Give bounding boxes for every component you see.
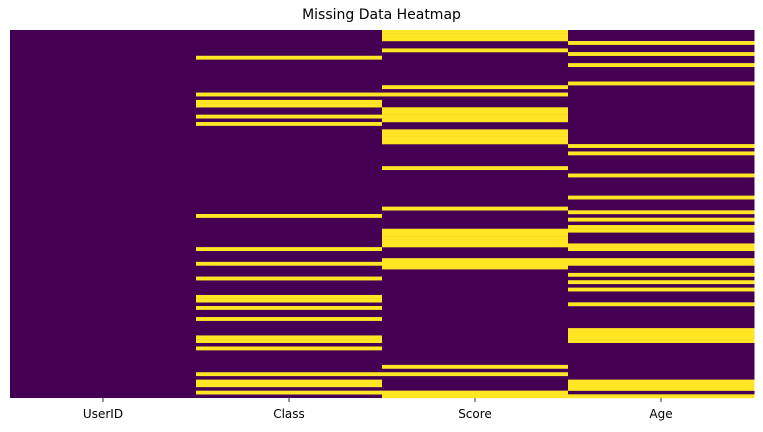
missing-cell-age-51: [568, 217, 755, 222]
missing-cell-age-33: [568, 151, 755, 156]
missing-cell-score-27: [382, 129, 569, 134]
missing-cell-score-23: [382, 114, 569, 119]
missing-cell-score-91: [382, 364, 569, 369]
missing-cell-age-84: [568, 339, 755, 343]
missing-cell-score-57: [382, 239, 569, 244]
missing-cell-score-29: [382, 136, 569, 141]
missing-cell-age-3: [568, 41, 755, 45]
missing-cell-score-22: [382, 110, 569, 115]
x-tick-label-score: Score: [458, 407, 492, 421]
missing-cell-class-19: [196, 99, 383, 104]
missing-cell-class-86: [196, 346, 383, 351]
column-userid: [10, 30, 197, 398]
heatmap-cells: [10, 30, 755, 399]
missing-cell-score-54: [382, 228, 569, 233]
missing-cell-class-7: [196, 55, 383, 60]
missing-cell-age-45: [568, 195, 755, 200]
missing-cell-class-78: [196, 317, 383, 321]
missing-cell-age-14: [568, 81, 755, 86]
missing-cell-class-20: [196, 103, 383, 108]
missing-cell-age-82: [568, 331, 755, 336]
missing-cell-age-58: [568, 243, 755, 248]
missing-cell-age-59: [568, 247, 755, 251]
missing-cell-age-66: [568, 272, 755, 277]
missing-cell-age-96: [568, 383, 755, 388]
missing-cell-class-63: [196, 261, 383, 266]
missing-cell-score-63: [382, 261, 569, 266]
missing-cell-class-83: [196, 335, 383, 340]
missing-cell-score-24: [382, 118, 569, 123]
missing-cell-age-99: [568, 394, 755, 399]
missing-cell-age-53: [568, 225, 755, 229]
missing-cell-score-37: [382, 166, 569, 171]
missing-cell-age-68: [568, 280, 755, 285]
missing-cell-score-28: [382, 133, 569, 137]
missing-cell-score-55: [382, 232, 569, 237]
x-axis-ticks: UserID Class Score Age: [83, 398, 673, 421]
missing-cell-score-56: [382, 236, 569, 240]
missing-cell-age-83: [568, 335, 755, 340]
missing-cell-age-54: [568, 228, 755, 233]
missing-cell-age-95: [568, 379, 755, 384]
missing-cell-class-23: [196, 114, 383, 119]
missing-cell-age-49: [568, 210, 755, 215]
missing-cell-class-95: [196, 379, 383, 384]
missing-cell-age-31: [568, 144, 755, 148]
missing-cell-score-17: [382, 92, 569, 97]
missing-cell-class-72: [196, 294, 383, 299]
missing-cell-score-58: [382, 243, 569, 248]
chart-title: Missing Data Heatmap: [302, 7, 461, 23]
x-tick-label-userid: UserID: [83, 407, 123, 421]
missing-cell-score-15: [382, 85, 569, 90]
missing-cell-score-93: [382, 372, 569, 377]
missing-cell-class-84: [196, 339, 383, 343]
x-tick-label-class: Class: [273, 407, 305, 421]
missing-cell-age-97: [568, 386, 755, 391]
missing-cell-class-75: [196, 306, 383, 310]
missing-cell-age-81: [568, 328, 755, 332]
missing-cell-age-70: [568, 287, 755, 292]
missing-cell-class-25: [196, 122, 383, 126]
missing-cell-class-59: [196, 247, 383, 251]
missing-cell-age-6: [568, 52, 755, 56]
missing-cell-age-74: [568, 302, 755, 307]
missing-cell-score-0: [382, 30, 569, 34]
missing-cell-score-48: [382, 206, 569, 211]
missing-cell-score-21: [382, 107, 569, 112]
missing-cell-class-93: [196, 372, 383, 377]
missing-cell-class-67: [196, 276, 383, 281]
column-score: [382, 30, 569, 398]
missing-cell-score-1: [382, 33, 569, 38]
missing-cell-age-9: [568, 63, 755, 67]
missing-cell-score-62: [382, 258, 569, 263]
x-tick-label-age: Age: [649, 407, 672, 421]
missing-cell-score-2: [382, 37, 569, 42]
missing-cell-class-98: [196, 390, 383, 395]
missing-cell-score-99: [382, 394, 569, 399]
missing-cell-class-73: [196, 298, 383, 303]
missing-cell-score-30: [382, 140, 569, 145]
missing-cell-class-17: [196, 92, 383, 97]
missing-cell-age-39: [568, 173, 755, 178]
missing-cell-score-64: [382, 265, 569, 270]
missing-cell-age-62: [568, 258, 755, 263]
missing-cell-score-98: [382, 390, 569, 395]
missing-cell-class-96: [196, 383, 383, 388]
missing-cell-class-50: [196, 214, 383, 218]
missing-cell-score-5: [382, 48, 569, 53]
missing-cell-age-63: [568, 261, 755, 266]
